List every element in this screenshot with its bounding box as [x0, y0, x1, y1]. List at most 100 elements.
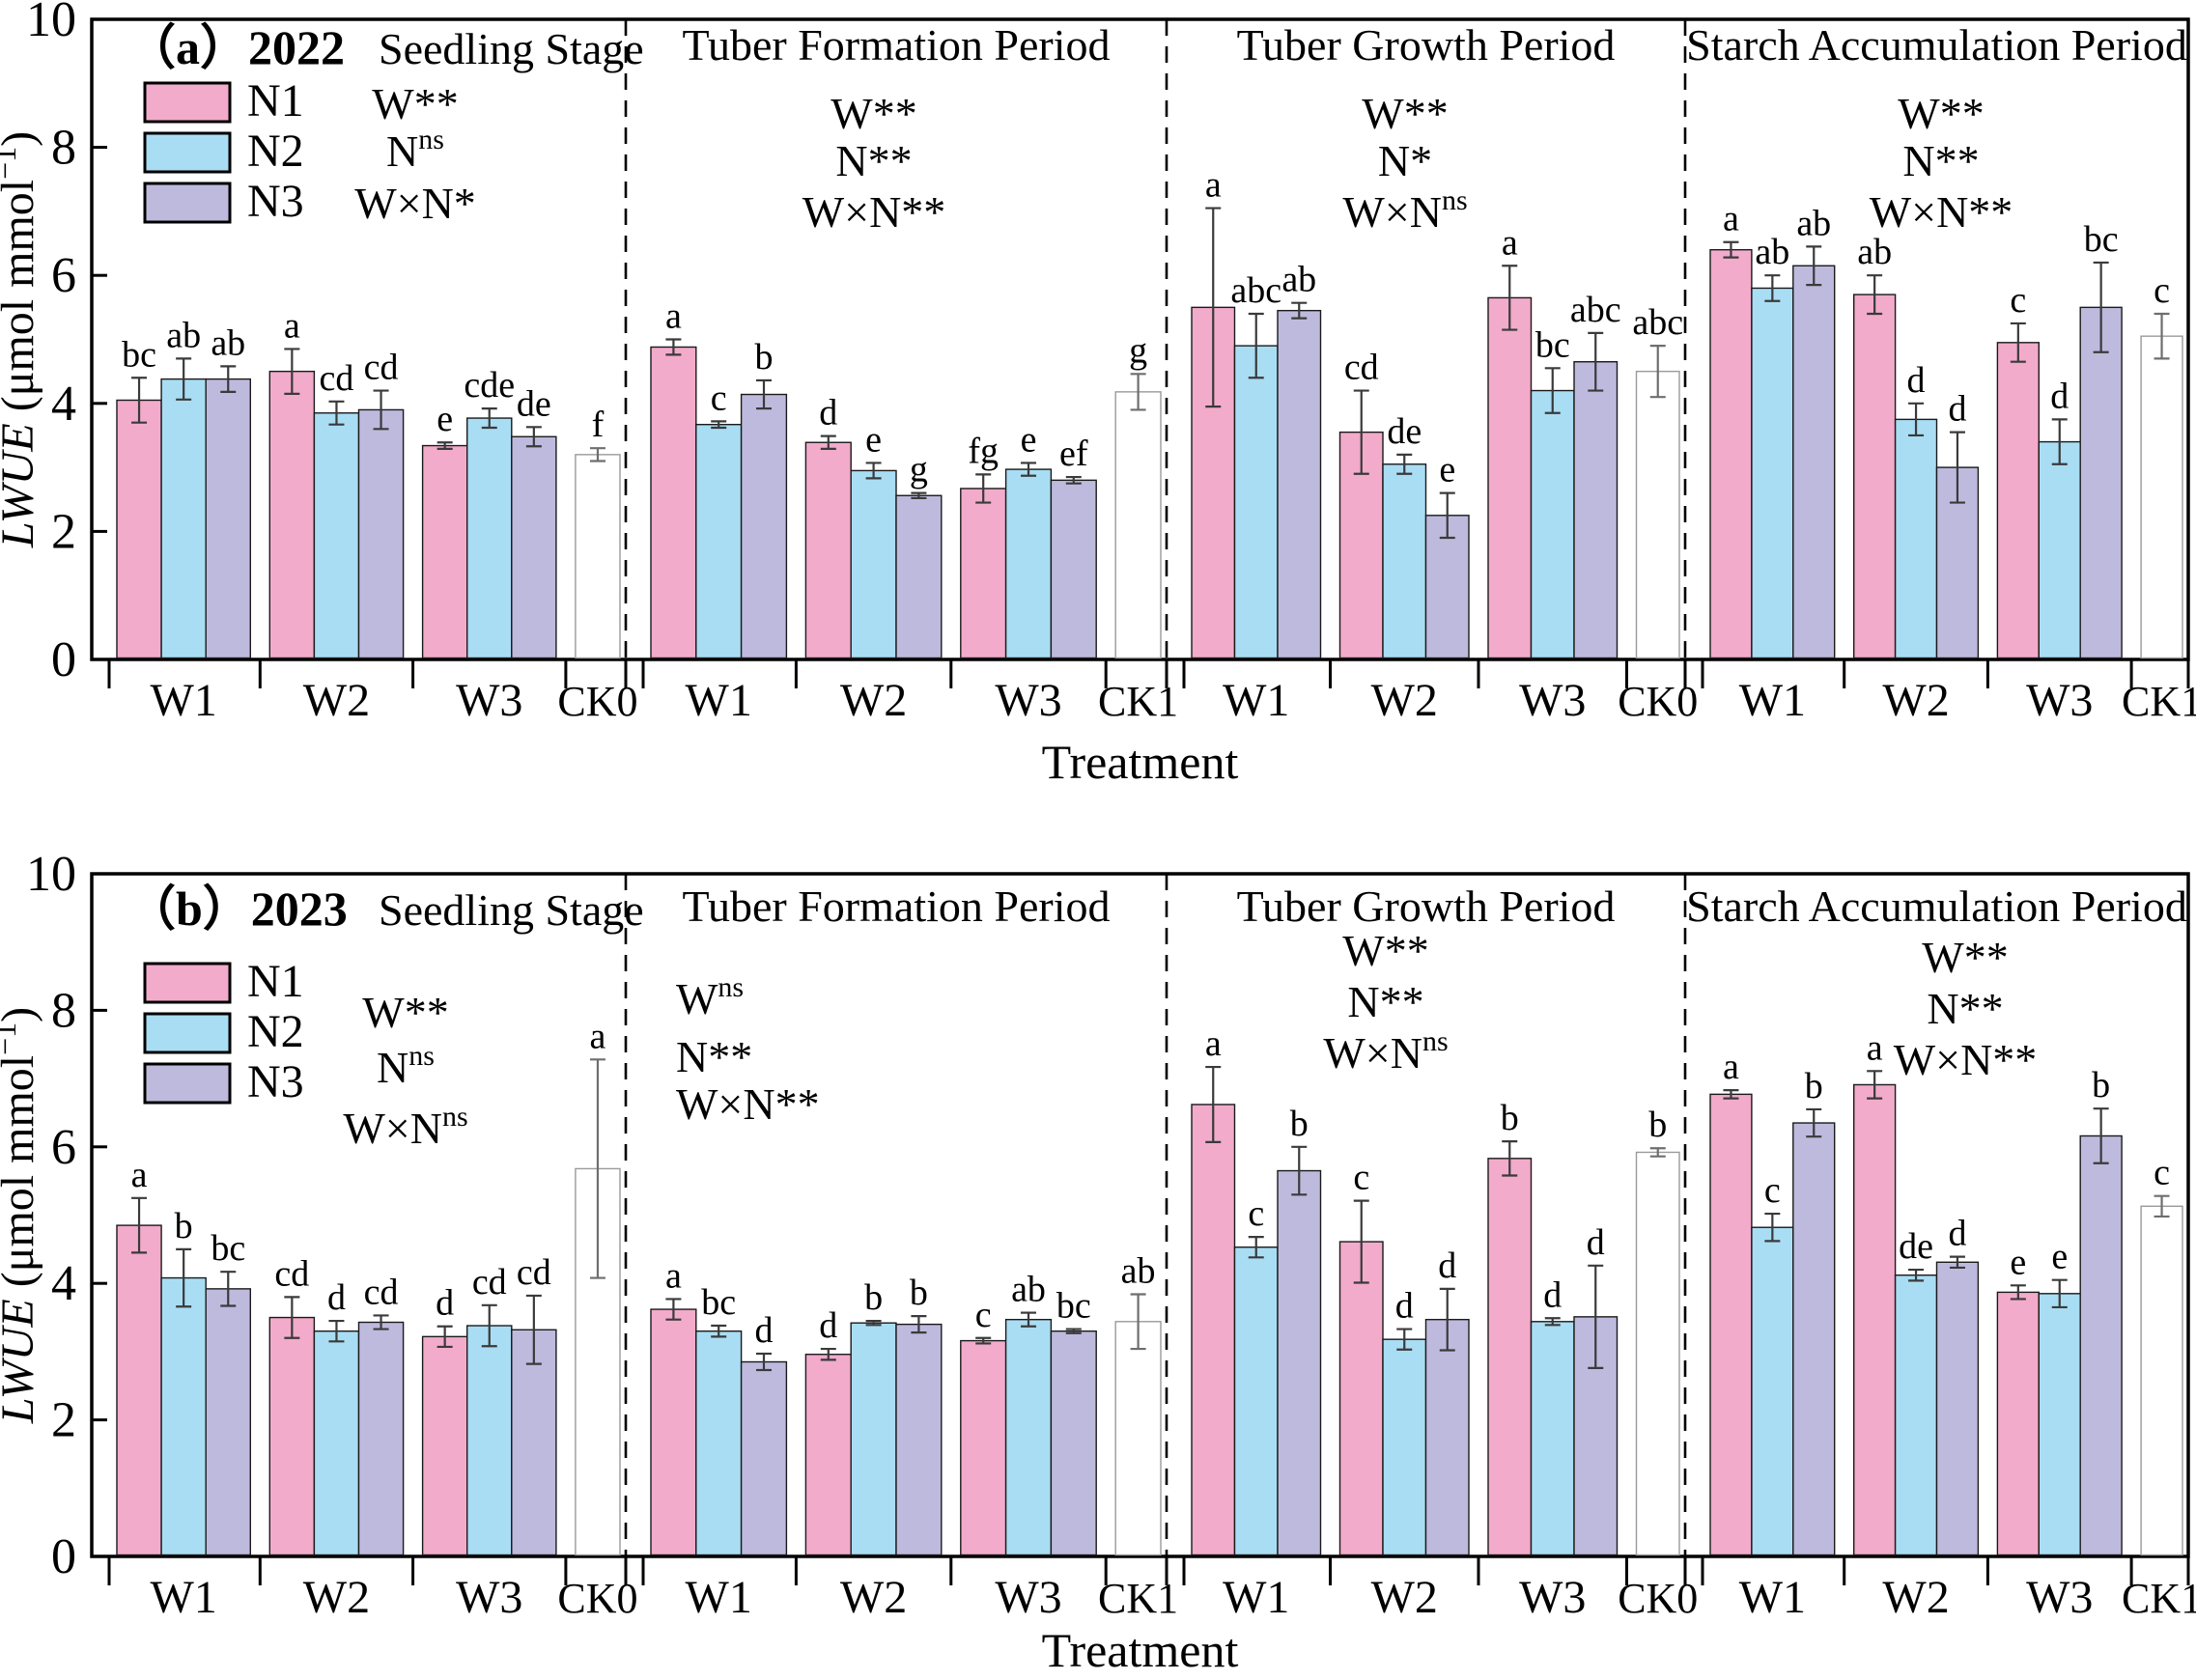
sig-letter-b-0-CK0-CK: a: [590, 1016, 606, 1056]
error-bar-a-0-W1-N2: [176, 357, 192, 401]
error-bar-a-3-W3-N3: [2093, 261, 2109, 353]
bar-a-0-W1-N3: [205, 378, 251, 659]
y-tick-label-a-10: 10: [26, 0, 76, 47]
error-bar-a-1-W2-N1: [820, 434, 836, 450]
sig-letter-a-2-W3-N1: a: [1502, 222, 1518, 263]
bar-a-0-W2-N2: [313, 412, 360, 659]
error-bar-b-2-W3-N1: [1502, 1140, 1518, 1177]
sig-letter-a-0-W1-N1: bc: [122, 334, 156, 375]
sig-letter-b-1-W3-N3: bc: [1056, 1286, 1091, 1327]
bar-a-1-W2-N3: [895, 494, 943, 659]
sig-letter-b-2-W1-N2: c: [1248, 1193, 1264, 1234]
error-bar-b-2-W3-N3: [1588, 1264, 1604, 1369]
sig-letter-a-0-W3-N3: de: [517, 383, 551, 424]
bar-a-1-W3-N2: [1004, 468, 1053, 659]
x-group-label-a-3-W1: W1: [1739, 675, 1806, 726]
error-bar-b-1-W3-N3: [1065, 1328, 1082, 1334]
sig-letter-a-3-W1-N3: ab: [1796, 203, 1831, 243]
bar-a-3-W3-N2: [2038, 440, 2081, 659]
error-bar-b-1-W1-N2: [711, 1324, 727, 1338]
bar-a-0-W3-N1: [421, 444, 468, 659]
bar-a-2-W2-N2: [1382, 463, 1427, 659]
bar-a-1-W3-N3: [1050, 479, 1097, 659]
anova-b-2-N: N**: [1347, 977, 1423, 1026]
sig-letter-a-3-W3-N2: d: [2050, 376, 2069, 416]
error-bar-a-1-W3-N1: [975, 473, 992, 504]
x-group-label-a-1-W3: W3: [995, 675, 1061, 726]
sig-letter-a-1-W3-N3: ef: [1059, 434, 1088, 474]
error-bar-b-0-W3-N1: [436, 1325, 453, 1349]
sig-letter-b-3-W2-N2: de: [1899, 1226, 1933, 1267]
error-bar-b-3-W3-N2: [2051, 1278, 2068, 1309]
error-bar-b-0-W2-N1: [284, 1296, 300, 1339]
sig-letter-b-2-W3-N3: d: [1587, 1222, 1605, 1263]
x-group-label-b-2-CK0: CK0: [1618, 1575, 1698, 1622]
sig-letter-a-1-W2-N1: d: [819, 393, 837, 434]
x-group-label-b-3-W2: W2: [1882, 1572, 1949, 1623]
anova-b-0-W×N: W×Nns: [343, 1101, 467, 1153]
error-bar-a-0-W2-N3: [373, 389, 389, 431]
sig-letter-b-3-W1-N1: a: [1723, 1047, 1739, 1087]
error-bar-b-1-CK1-CK: [1130, 1293, 1146, 1351]
anova-a-3-W: W**: [1898, 89, 1984, 138]
error-bar-a-1-W2-N3: [911, 491, 927, 500]
bar-b-1-W3-N3: [1050, 1330, 1097, 1556]
subpanel-title-b-3: Starch Accumulation Period: [1686, 882, 2187, 931]
subpanel-title-a-1: Tuber Formation Period: [683, 20, 1111, 70]
bar-b-2-W3-N1: [1487, 1158, 1533, 1556]
anova-b-2-W: W**: [1342, 926, 1428, 975]
anova-b-3-N: N**: [1927, 984, 2003, 1033]
error-bar-a-2-W3-N3: [1588, 331, 1604, 392]
sig-letter-b-1-CK1-CK: ab: [1121, 1251, 1156, 1292]
sig-letter-b-1-W2-N2: b: [864, 1277, 883, 1318]
anova-a-1-W×N: W×N**: [802, 187, 946, 237]
sig-letter-a-2-W3-N3: abc: [1570, 290, 1621, 330]
error-bar-a-3-W1-N1: [1723, 240, 1739, 259]
bar-b-2-W2-N3: [1424, 1318, 1470, 1556]
x-group-label-a-2-W3: W3: [1519, 675, 1586, 726]
bar-b-0-W2-N2: [313, 1330, 360, 1556]
legend-swatch-b-N3: [143, 1062, 232, 1105]
error-bar-a-0-W2-N2: [328, 400, 345, 426]
bar-a-1-W1-N2: [695, 423, 743, 659]
error-bar-a-0-W3-N2: [481, 407, 497, 430]
error-bar-a-2-W1-N3: [1291, 301, 1308, 320]
sig-letter-a-2-W3-N2: bc: [1535, 324, 1570, 365]
sig-letter-b-2-W1-N1: a: [1205, 1023, 1222, 1064]
sig-letter-a-0-W2-N3: cd: [364, 348, 399, 388]
x-group-label-a-2-CK0: CK0: [1618, 678, 1698, 725]
sig-letter-b-3-W2-N1: a: [1867, 1027, 1883, 1068]
sig-letter-a-3-W3-N3: bc: [2084, 219, 2119, 260]
sig-letter-a-1-W1-N1: a: [665, 296, 682, 337]
y-tick-label-b-0: 0: [51, 1529, 76, 1584]
anova-b-1-W×N: W×N**: [676, 1079, 820, 1129]
error-bar-b-2-CK0-CK: [1649, 1147, 1666, 1158]
y-tick-label-a-8: 8: [51, 121, 76, 176]
error-bar-a-3-W3-N1: [2010, 322, 2026, 363]
sig-letter-b-3-CK1-CK: c: [2154, 1153, 2170, 1193]
error-bar-b-3-W1-N1: [1723, 1089, 1739, 1100]
sig-letter-a-1-W1-N2: c: [711, 378, 727, 418]
sig-letter-a-3-W2-N3: d: [1948, 389, 1966, 430]
error-bar-b-0-W3-N3: [525, 1294, 542, 1365]
error-bar-b-2-W1-N3: [1291, 1145, 1308, 1196]
error-bar-a-3-W2-N1: [1867, 274, 1883, 316]
error-bar-b-1-W2-N1: [820, 1347, 836, 1361]
bar-b-0-W3-N1: [421, 1335, 468, 1556]
error-bar-a-0-W1-N1: [131, 377, 148, 424]
bar-b-0-W1-N1: [116, 1224, 162, 1556]
x-group-label-a-3-W2: W2: [1882, 675, 1949, 726]
error-bar-a-1-W2-N2: [865, 462, 882, 480]
error-bar-b-0-W3-N2: [481, 1303, 497, 1348]
error-bar-b-3-CK1-CK: [2154, 1194, 2170, 1218]
subpanel-title-b-2: Tuber Growth Period: [1237, 882, 1616, 931]
x-group-label-b-3-W3: W3: [2026, 1572, 2093, 1623]
anova-a-1-W: W**: [831, 89, 916, 138]
error-bar-b-0-W1-N3: [220, 1271, 237, 1307]
error-bar-b-2-W2-N3: [1439, 1287, 1455, 1352]
subpanel-title-a-3: Starch Accumulation Period: [1686, 20, 2187, 70]
